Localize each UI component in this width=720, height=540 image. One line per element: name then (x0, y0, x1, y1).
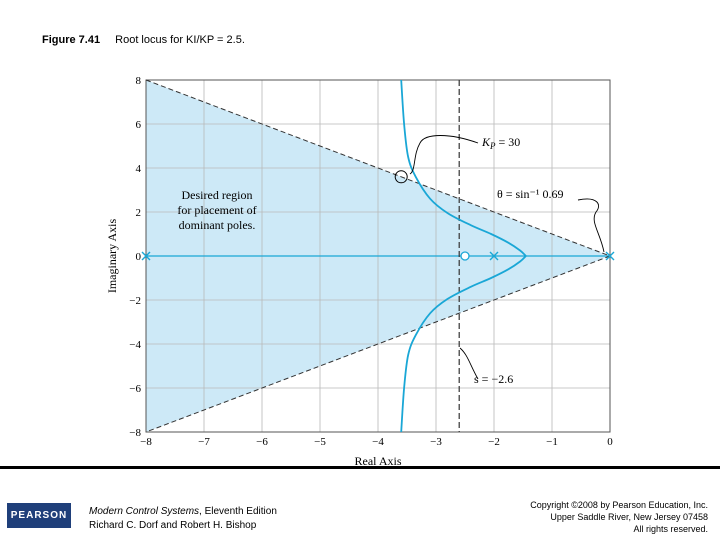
pole-stroke (489, 251, 499, 261)
damping-line-lower (145, 255, 611, 433)
y-tick-label: −4 (129, 339, 141, 351)
locus-branch-upper (400, 79, 527, 257)
book-authors: Richard C. Dorf and Robert H. Bishop (89, 520, 257, 531)
pole-marker (605, 251, 615, 261)
pearson-logo: PEARSON (7, 503, 71, 528)
copyright-notice: Copyright ©2008 by Pearson Education, In… (530, 499, 708, 535)
figure-title: Figure 7.41 Root locus for KI/KP = 2.5. (42, 34, 245, 46)
y-tick-label: 4 (136, 163, 142, 175)
root-locus-chart: −8 −7 −6 −5 −4 −3 −2 −1 0 −8 −6 −4 −2 0 2 4 6 8 Real Axis… (105, 75, 615, 468)
pole-stroke (605, 251, 615, 261)
pole-marker (141, 251, 151, 261)
x-tick-label: −1 (546, 436, 558, 448)
y-tick-label: −2 (129, 295, 141, 307)
zero-marker (460, 251, 470, 261)
s-annotation: s = −2.6 (474, 372, 513, 386)
copyright-line-2: Upper Saddle River, New Jersey 07458 (550, 512, 708, 522)
x-tick-label: −5 (314, 436, 326, 448)
x-tick-label: −6 (256, 436, 268, 448)
theta-leader-line (577, 198, 605, 253)
x-tick-label: −8 (140, 436, 152, 448)
footer-rule (0, 466, 720, 469)
copyright-line-1: Copyright ©2008 by Pearson Education, In… (530, 500, 708, 510)
x-tick-label: −3 (430, 436, 442, 448)
damping-line-upper (145, 79, 611, 257)
y-tick-label: 2 (136, 207, 142, 219)
y-axis-label: Imaginary Axis (105, 219, 119, 294)
region-annotation: Desired region for placement of dominant… (177, 188, 256, 232)
region-label-line-2: for placement of (177, 203, 256, 217)
theta-annotation: θ = sin⁻¹ 0.69 (497, 187, 563, 201)
y-tick-label: −6 (129, 383, 141, 395)
pole-stroke (141, 251, 151, 261)
copyright-line-3: All rights reserved. (633, 524, 708, 534)
region-label-line-1: Desired region (182, 188, 253, 202)
locus-branch-lower (400, 255, 527, 433)
x-tick-label: −2 (488, 436, 500, 448)
s-leader-line (459, 347, 479, 380)
kp-annotation: KP = 30 (481, 135, 520, 151)
x-tick-label: −7 (198, 436, 210, 448)
y-tick-label: −8 (129, 427, 141, 439)
book-edition: , Eleventh Edition (199, 506, 277, 517)
figure-number: Figure 7.41 (42, 34, 101, 46)
book-info: Modern Control Systems, Eleventh Edition… (89, 505, 277, 533)
figure-caption: Root locus for KI/KP = 2.5. (115, 34, 245, 46)
pole-marker (489, 251, 499, 261)
y-tick-label: 6 (136, 119, 142, 131)
x-axis-label: Real Axis (355, 454, 402, 468)
y-tick-label: 0 (136, 251, 142, 263)
y-tick-label: 8 (136, 75, 142, 87)
selected-point-marker (394, 170, 408, 184)
logo-text: PEARSON (10, 510, 68, 521)
kp-leader-line (409, 135, 479, 175)
x-tick-label: −4 (372, 436, 384, 448)
book-title: Modern Control Systems (89, 506, 200, 517)
x-tick-label: 0 (607, 436, 613, 448)
region-label-line-3: dominant poles. (179, 218, 256, 232)
